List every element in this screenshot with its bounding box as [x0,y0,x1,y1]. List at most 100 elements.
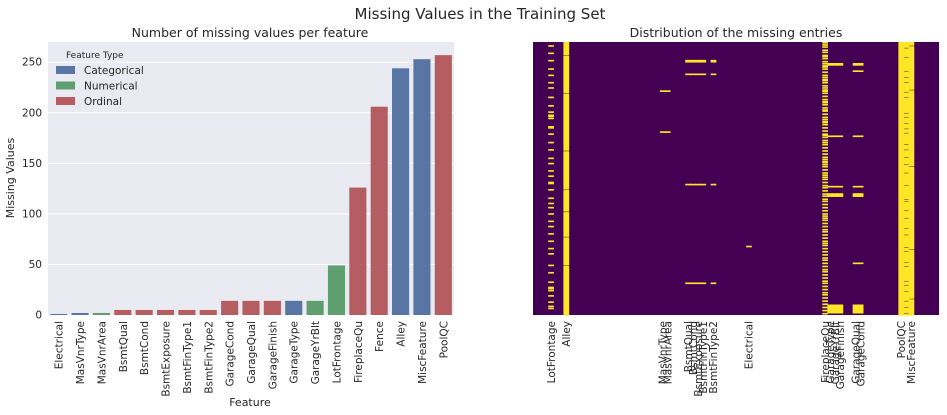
heatmap-missing-cell [563,168,570,170]
heatmap-missing-cell [903,133,910,135]
heatmap-missing-cell [548,157,554,160]
heatmap-missing-cell [898,132,905,134]
heatmap-missing-cell [908,297,915,299]
heatmap-missing-cell [563,277,570,279]
heatmap-missing-cell [898,216,905,218]
x-tick-label: GarageType [289,321,301,384]
heatmap-missing-cell [563,99,570,102]
heatmap-missing-cell [832,305,839,308]
heatmap-missing-cell [827,135,834,138]
heatmap-missing-cell [898,186,905,189]
heatmap-missing-cell [563,192,570,194]
heatmap-missing-cell [563,162,570,165]
heatmap-missing-cell [898,197,905,200]
heatmap-missing-cell [898,88,905,90]
heatmap-missing-cell [563,283,570,286]
heatmap-missing-cell [908,143,915,146]
heatmap-missing-cell [898,274,905,276]
heatmap-missing-cell [898,94,905,97]
heatmap-missing-cell [908,108,915,110]
heatmap-missing-cell [822,139,828,142]
heatmap-missing-cell [908,257,915,259]
heatmap-missing-cell [563,53,570,56]
heatmap-missing-cell [563,226,570,229]
heatmap-missing-cell [908,103,915,106]
heatmap-missing-cell [837,195,844,197]
heatmap-missing-cell [563,123,570,126]
heatmap-missing-cell [908,85,915,87]
heatmap-missing-cell [548,133,554,135]
heatmap-missing-cell [857,309,864,312]
heatmap-missing-cell [548,301,554,303]
heatmap-missing-cell [852,193,859,195]
x-tick-label: BsmtCond [139,321,151,375]
heatmap-missing-cell [548,220,554,223]
heatmap-missing-cell [903,303,910,306]
heatmap-missing-cell [898,96,905,99]
heatmap-missing-cell [903,75,910,78]
heatmap-missing-cell [857,193,864,195]
heatmap-missing-cell [898,50,905,53]
heatmap-missing-cell [548,225,554,228]
heatmap-missing-cell [563,229,570,232]
heatmap-missing-cell [898,269,905,272]
heatmap-missing-cell [563,233,570,235]
heatmap-missing-cell [898,191,905,193]
heatmap-missing-cell [898,75,905,78]
heatmap-missing-cell [908,171,915,173]
heatmap-missing-cell [903,59,910,62]
heatmap-missing-cell [908,184,915,187]
heatmap-missing-cell [908,263,915,266]
heatmap-missing-cell [908,100,915,103]
heatmap-missing-cell [898,49,905,51]
heatmap-missing-cell [563,218,570,221]
heatmap-missing-cell [908,245,915,248]
heatmap-missing-cell [908,255,915,257]
heatmap-missing-cell [903,277,910,279]
heatmap-missing-cell [908,305,915,308]
heatmap-missing-cell [903,214,910,216]
heatmap-missing-cell [822,169,828,171]
heatmap-x-tick-label: BsmtFinType2 [708,321,720,394]
heatmap-missing-cell [908,102,915,105]
heatmap-missing-cell [898,47,905,49]
heatmap-missing-cell [898,265,905,268]
heatmap-missing-cell [898,121,905,124]
heatmap-missing-cell [822,158,828,161]
bar [370,106,388,315]
heatmap-missing-cell [822,285,828,288]
heatmap-missing-cell [903,87,910,89]
heatmap-missing-cell [898,261,905,264]
heatmap-missing-cell [903,84,910,86]
heatmap-missing-cell [908,246,915,249]
heatmap-missing-cell [908,192,915,194]
heatmap-missing-cell [908,201,915,204]
heatmap-missing-cell [548,141,554,144]
heatmap-missing-cell [908,50,915,53]
heatmap-missing-cell [898,231,905,233]
heatmap-missing-cell [903,252,910,254]
heatmap-missing-cell [903,145,910,148]
heatmap-missing-cell [563,282,570,285]
heatmap-missing-cell [563,255,570,257]
heatmap-missing-cell [908,177,915,180]
heatmap-missing-cell [827,305,834,308]
heatmap-missing-cell [563,302,570,305]
heatmap-missing-cell [563,148,570,150]
heatmap-missing-cell [898,118,905,121]
heatmap-missing-cell [822,113,828,116]
heatmap-missing-cell [898,77,905,80]
heatmap-missing-cell [837,307,844,310]
heatmap-missing-cell [903,201,910,204]
heatmap-missing-cell [563,280,570,282]
heatmap-missing-cell [898,270,905,273]
heatmap-missing-cell [822,133,828,135]
heatmap-missing-cell [898,232,905,234]
heatmap-missing-cell [898,313,905,316]
heatmap-missing-cell [563,274,570,276]
heatmap-missing-cell [908,159,915,162]
heatmap-missing-cell [852,309,859,312]
heatmap-missing-cell [898,53,905,56]
heatmap-missing-cell [903,254,910,256]
heatmap-missing-cell [822,244,828,247]
